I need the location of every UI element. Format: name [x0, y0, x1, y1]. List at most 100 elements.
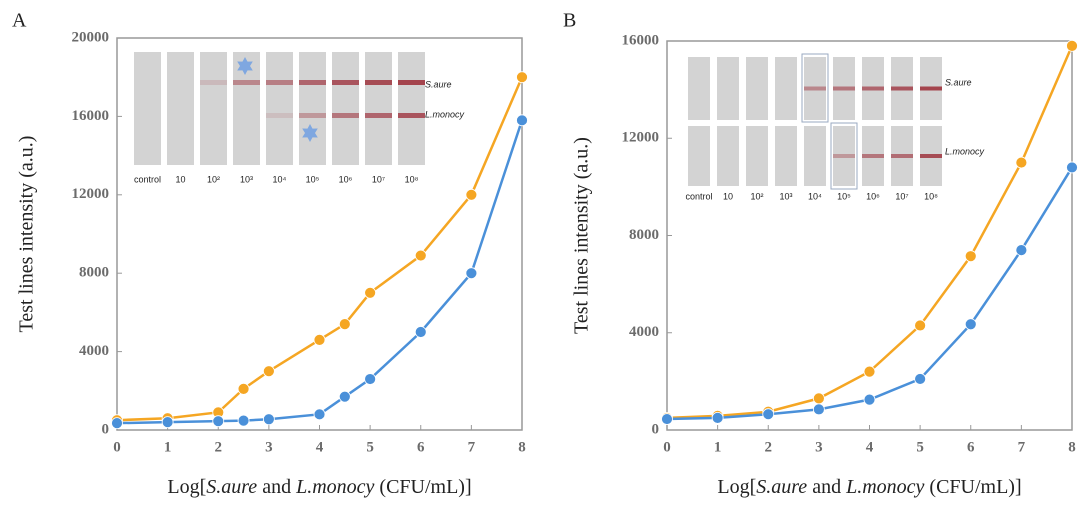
inset-label: 10⁶ — [339, 174, 353, 184]
inset-line-label: S.aure — [425, 79, 452, 89]
series-line — [666, 166, 1074, 421]
inset-label: control — [685, 191, 712, 201]
data-point — [338, 390, 351, 403]
band — [332, 80, 359, 85]
strip — [200, 52, 227, 165]
data-point — [1066, 39, 1078, 52]
data-point — [465, 188, 478, 201]
strip — [398, 52, 425, 165]
highlight — [830, 122, 858, 190]
y-tick-label: 8000 — [79, 265, 109, 281]
data-point — [516, 114, 528, 127]
y-tick-label: 12000 — [622, 130, 660, 146]
data-point — [161, 416, 174, 429]
band — [862, 154, 884, 158]
data-point — [262, 413, 275, 426]
y-tick-label: 16000 — [622, 32, 660, 48]
data-point — [364, 373, 377, 385]
x-axis-label-part: L.monocy — [845, 476, 924, 498]
strip — [717, 126, 739, 186]
y-tick-label: 20000 — [72, 29, 110, 45]
data-point — [812, 392, 825, 405]
x-tick-label: 3 — [265, 439, 273, 455]
band — [266, 80, 293, 85]
inset-label: 10⁷ — [372, 174, 385, 184]
band — [398, 80, 425, 85]
inset-label: 10⁴ — [273, 174, 287, 184]
band — [833, 154, 855, 158]
band — [804, 86, 826, 91]
strip — [688, 126, 710, 186]
data-point — [262, 365, 275, 378]
data-point — [863, 365, 876, 378]
x-tick-label: 1 — [164, 439, 172, 455]
x-axis-label: Log[S.aure and L.monocy (CFU/mL)] — [167, 476, 471, 498]
inset-label: 10³ — [240, 174, 253, 184]
strip — [775, 126, 797, 186]
y-tick-label: 4000 — [629, 324, 659, 340]
strip — [266, 52, 293, 165]
band — [920, 154, 942, 158]
band — [266, 113, 293, 118]
inset-label: 10⁸ — [924, 191, 938, 201]
y-axis-label: Test lines intensity (a.u.) — [571, 137, 593, 334]
inset-line-label: L.monocy — [945, 146, 985, 156]
x-axis-label-part: Log[ — [717, 476, 756, 498]
inset-label: 10 — [723, 191, 733, 201]
data-point — [812, 403, 825, 416]
data-point — [1015, 156, 1028, 169]
y-tick-label: 12000 — [72, 186, 110, 202]
data-point — [711, 411, 724, 424]
band — [299, 113, 326, 118]
strip — [332, 52, 359, 165]
band — [299, 80, 326, 85]
inset-line-label: S.aure — [945, 77, 972, 87]
strip — [804, 126, 826, 186]
data-point — [364, 286, 377, 299]
x-tick-label: 4 — [866, 439, 874, 455]
data-point — [762, 408, 775, 421]
data-point — [964, 318, 977, 331]
y-tick-label: 4000 — [79, 343, 109, 359]
x-tick-label: 6 — [967, 439, 975, 455]
strip — [746, 126, 768, 186]
inset-label: 10⁴ — [808, 191, 822, 201]
band — [862, 86, 884, 91]
strip — [746, 57, 768, 120]
x-tick-label: 5 — [366, 439, 374, 455]
y-tick-label: 0 — [652, 421, 660, 437]
inset-label: 10⁵ — [306, 174, 320, 184]
inset-label: 10⁸ — [405, 174, 419, 184]
data-point — [237, 382, 250, 395]
x-tick-label: 7 — [468, 439, 476, 455]
strip — [365, 52, 392, 165]
inset-label: 10 — [175, 174, 185, 184]
x-tick-label: 8 — [518, 439, 526, 455]
x-tick-label: 5 — [916, 439, 924, 455]
x-tick-label: 2 — [215, 439, 223, 455]
band — [365, 113, 392, 118]
star — [302, 124, 318, 142]
band — [332, 113, 359, 118]
inset-label: 10⁷ — [895, 191, 908, 201]
inset-image: control 10 10² 10³ 10⁴ 10⁵ 10⁶ 10⁷ 10⁸ S.aure L.mo… — [685, 53, 985, 201]
x-tick-label: 7 — [1018, 439, 1026, 455]
data-point — [661, 413, 673, 425]
strip — [775, 57, 797, 120]
data-point — [914, 319, 927, 332]
strip — [717, 57, 739, 120]
x-axis-label-part: L.monocy — [295, 476, 374, 498]
x-tick-label: 0 — [663, 439, 671, 455]
y-axis-label: Test lines intensity (a.u.) — [16, 136, 38, 333]
data-point — [111, 417, 123, 430]
y-tick-label: 0 — [102, 421, 110, 437]
data-point — [914, 373, 927, 385]
x-tick-label: 8 — [1068, 439, 1076, 455]
strip — [833, 126, 855, 186]
data-point — [212, 415, 225, 428]
band — [365, 80, 392, 85]
data-point — [414, 249, 427, 262]
band — [891, 154, 913, 158]
inset-label: control — [134, 174, 161, 184]
band — [233, 80, 260, 85]
